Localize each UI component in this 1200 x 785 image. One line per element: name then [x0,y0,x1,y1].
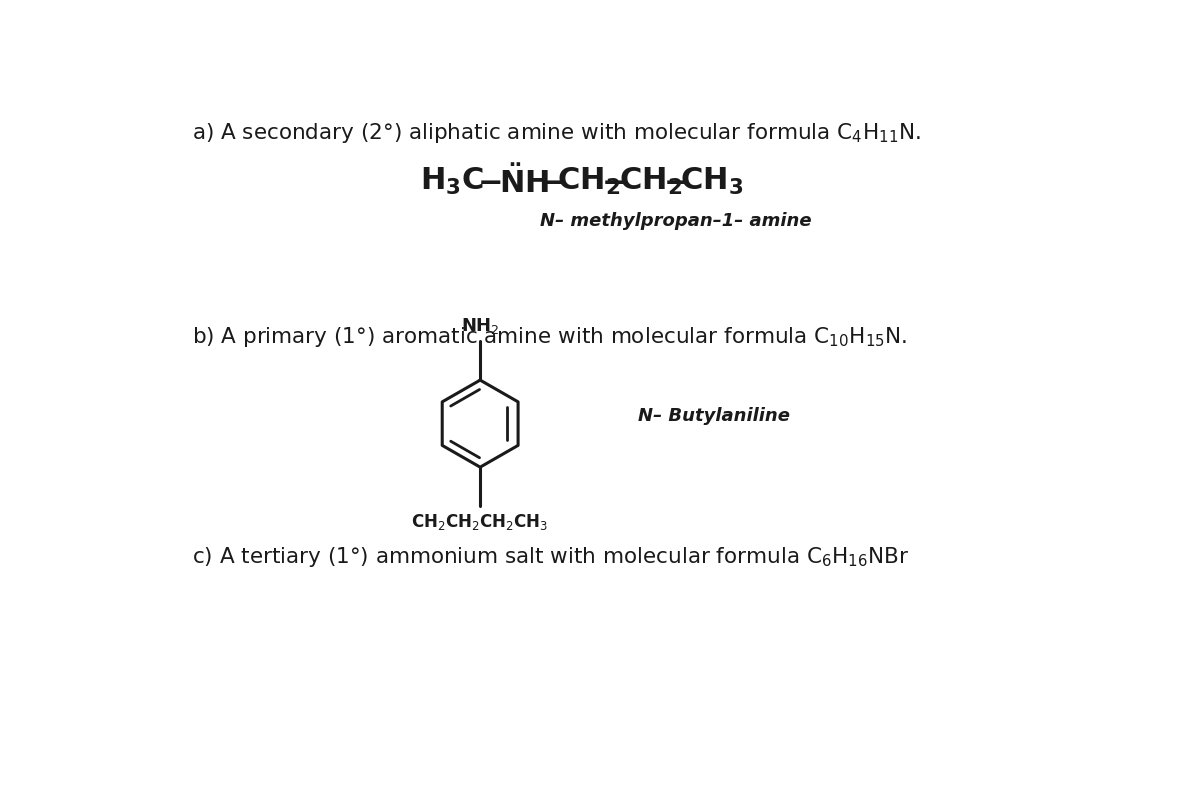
Text: CH$_2$CH$_2$CH$_2$CH$_3$: CH$_2$CH$_2$CH$_2$CH$_3$ [412,513,548,532]
Text: a) A secondary (2$\degree$) aliphatic amine with molecular formula C$_4$H$_{11}$: a) A secondary (2$\degree$) aliphatic am… [192,122,920,145]
Text: N– Butylaniline: N– Butylaniline [638,407,791,425]
Text: $\mathbf{-}$: $\mathbf{-}$ [664,167,688,196]
Text: c) A tertiary (1$\degree$) ammonium salt with molecular formula C$_6$H$_{16}$NBr: c) A tertiary (1$\degree$) ammonium salt… [192,545,910,568]
Text: $\mathbf{-}$: $\mathbf{-}$ [478,167,502,196]
Text: $\mathbf{\ddot{N}H}$: $\mathbf{\ddot{N}H}$ [499,165,548,199]
Text: NH$_2$: NH$_2$ [461,316,499,336]
Text: b) A primary (1$\degree$) aromatic amine with molecular formula C$_{10}$H$_{15}$: b) A primary (1$\degree$) aromatic amine… [192,325,907,349]
Text: $\mathbf{CH_3}$: $\mathbf{CH_3}$ [680,166,744,197]
Text: $\mathbf{CH_2}$: $\mathbf{CH_2}$ [557,166,620,197]
Text: N– methylpropan–1– amine: N– methylpropan–1– amine [540,212,811,230]
Text: $\mathbf{-}$: $\mathbf{-}$ [601,167,625,196]
Text: $\mathbf{CH_2}$: $\mathbf{CH_2}$ [619,166,682,197]
Text: $\mathbf{-}$: $\mathbf{-}$ [538,167,562,196]
Text: $\mathbf{H_3C}$: $\mathbf{H_3C}$ [420,166,484,197]
